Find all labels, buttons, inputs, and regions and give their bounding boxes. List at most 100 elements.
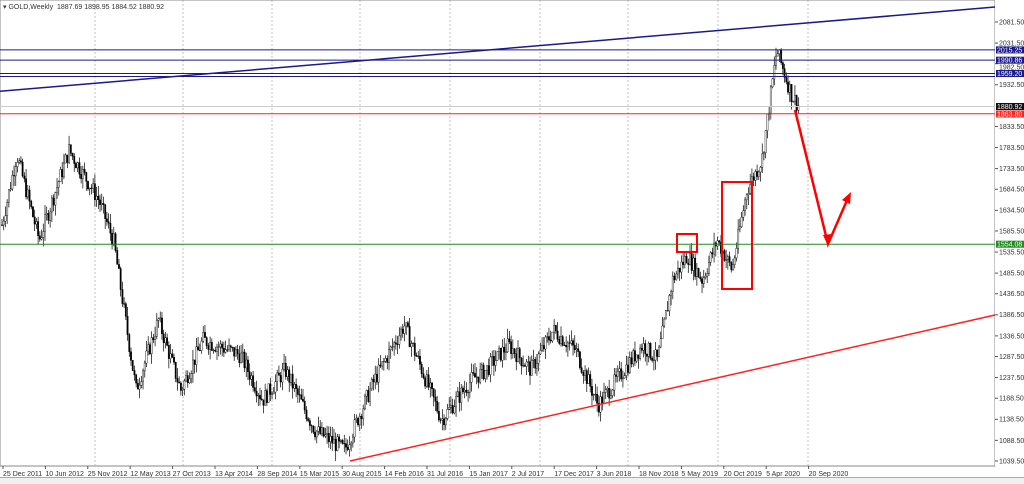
candle-body [541,345,543,351]
candle-body [367,390,370,402]
candle-body [511,348,514,354]
candle-body [131,360,134,371]
candle-body [111,232,113,245]
highlight-box [676,233,698,253]
candle-body [565,345,568,348]
candle-body [494,360,497,366]
candle-body [16,162,19,167]
resistance-trendline [0,6,996,93]
candle-body [486,365,488,371]
candle-body [7,189,10,203]
candle-body [692,257,695,271]
candle-body [467,392,470,394]
candle-body [222,348,225,353]
candle-body [329,435,332,442]
candle-body [609,395,612,399]
candle-body [479,369,482,383]
candle-body [613,374,616,391]
candle-body [81,169,84,179]
candle-body [384,358,387,362]
candle-body [112,233,115,245]
candle-body [305,409,308,420]
candle-body [432,388,435,398]
candle-body [501,346,504,361]
candle-body [136,382,139,390]
candle-body [790,84,793,102]
candle-body [350,442,353,446]
candle-body [493,356,495,366]
price-tag-label: 1863.80 [997,111,1022,118]
candle-body [532,359,535,361]
candle-body [161,317,163,335]
candle-body [713,242,715,255]
candle-body [498,347,500,352]
candle-body [4,215,7,222]
candle-body [150,337,153,354]
candle-body [228,345,230,350]
candle-body [472,372,475,374]
candle-body [489,356,492,375]
candle-body [116,250,119,265]
candle-body [377,364,380,383]
candle-body [508,338,511,342]
candle-body [214,349,217,352]
candle-body [370,378,373,390]
candle-body [44,214,46,232]
chart-tabs-bar[interactable] [0,477,1024,484]
candle-body [262,399,265,406]
candle-body [42,231,45,238]
candle-body [143,362,146,372]
candle-body [534,359,537,369]
candle-body [671,275,674,292]
candle-body [475,376,478,378]
price-tag [996,56,1024,64]
candle-body [579,351,581,368]
candle-body [314,432,316,438]
candle-body [209,341,212,350]
candle-body [204,332,206,338]
candle-body [193,359,196,365]
candle-body [331,435,334,444]
candle-body [640,347,643,351]
candle-body [283,363,285,370]
candle-body [561,336,564,346]
price-axis [995,0,1024,466]
candle-body [450,404,452,408]
candle-body [11,175,14,190]
candle-body [288,369,291,383]
candle-body [573,344,576,350]
candle-body [422,373,425,379]
candle-body [295,384,298,389]
candle-body [257,395,260,397]
candle-body [749,184,752,194]
y-tick-label: 1287.50 [999,354,1024,361]
candle-body [114,233,117,251]
candle-body [202,332,205,342]
candle-body [437,411,440,421]
candle-body [221,343,224,349]
candle-body [666,310,669,312]
candle-body [584,370,586,376]
candle-body [23,175,26,179]
candle-body [695,268,698,277]
candle-body [754,171,757,181]
candle-body [682,261,685,265]
arrow-head-icon [823,234,832,246]
candle-body [523,365,526,367]
candle-body [756,171,758,177]
candle-body [597,403,600,413]
candle-body [185,375,187,382]
candle-body [417,355,420,357]
candle-body [157,318,160,321]
candle-body [747,193,750,196]
candle-body [6,201,9,217]
candle-body [174,361,177,379]
candle-body [85,172,88,182]
candle-body [18,160,21,163]
candle-body [274,381,277,393]
collapse-triangle-icon[interactable]: ▾ [3,4,7,11]
candle-body [444,418,447,426]
candle-body [312,425,315,433]
candle-body [677,267,679,275]
